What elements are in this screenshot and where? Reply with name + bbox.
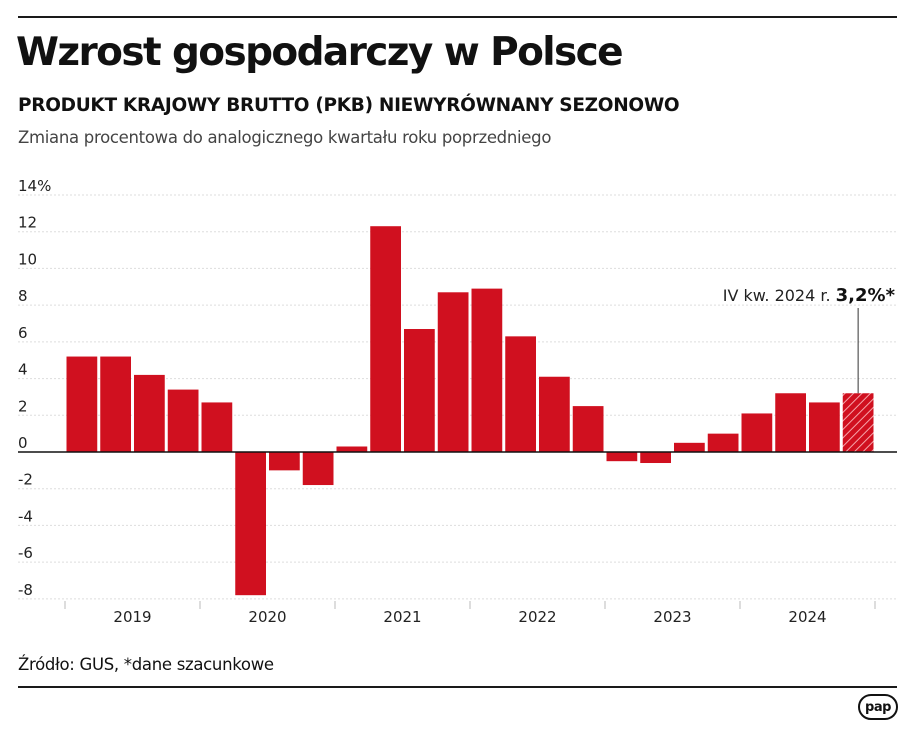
chart-description: Zmiana procentowa do analogicznego kwart… [18, 128, 552, 147]
x-axis-year-labels: 2019 2020 2021 2022 2023 2024 [64, 601, 876, 626]
bar [809, 402, 840, 452]
bar-estimated [842, 393, 874, 452]
bar [66, 356, 98, 452]
bar [674, 442, 705, 452]
x-year-label: 2024 [788, 608, 826, 626]
x-year-label: 2019 [113, 608, 151, 626]
bar [336, 446, 368, 452]
bar [437, 292, 469, 452]
bar [100, 356, 131, 452]
y-tick-label: 2 [18, 397, 28, 415]
annotation: IV kw. 2024 r. 3,2%* [723, 285, 896, 394]
y-tick-label: -8 [18, 581, 33, 599]
x-year-label: 2020 [248, 608, 286, 626]
y-tick-label: -2 [18, 471, 33, 489]
bar [370, 226, 401, 452]
bar [302, 452, 334, 486]
y-tick-label: 6 [18, 324, 28, 342]
bars [66, 226, 874, 596]
bar [167, 389, 199, 452]
bar [201, 402, 233, 452]
y-tick-label: -4 [18, 507, 33, 525]
gdp-bar-chart: 14% 12 10 8 6 4 2 0 -2 -4 -6 -8 2019 2020 2021 2022 202… [18, 177, 897, 626]
bar [539, 376, 570, 452]
chart-subtitle: PRODUKT KRAJOWY BRUTTO (PKB) NIEWYRÓWNAN… [18, 95, 680, 116]
y-tick-label: -6 [18, 544, 33, 562]
source-note: Źródło: GUS, *dane szacunkowe [18, 655, 274, 674]
bar [640, 452, 671, 464]
y-tick-label: 14% [18, 177, 51, 195]
x-year-label: 2022 [518, 608, 556, 626]
bar [471, 288, 503, 452]
y-tick-label: 0 [18, 434, 28, 452]
y-tick-label: 12 [18, 214, 37, 232]
bottom-rule [18, 686, 897, 688]
bar [269, 452, 300, 471]
bar [775, 393, 806, 452]
annotation-text: IV kw. 2024 r. 3,2%* [723, 285, 896, 306]
bar [741, 413, 773, 452]
bar [134, 374, 165, 452]
top-rule [18, 16, 897, 18]
bar [606, 452, 638, 462]
y-tick-label: 4 [18, 361, 28, 379]
bar [707, 433, 739, 452]
pap-logo: pap [858, 694, 898, 720]
x-year-label: 2021 [383, 608, 421, 626]
bar [572, 406, 604, 452]
annotation-label: IV kw. 2024 r. [723, 286, 836, 305]
bar [505, 336, 536, 452]
bar [235, 452, 266, 596]
y-tick-label: 8 [18, 287, 28, 305]
y-axis-tick-labels: 14% 12 10 8 6 4 2 0 -2 -4 -6 -8 [18, 177, 51, 599]
y-tick-label: 10 [18, 250, 37, 268]
bar [404, 329, 435, 452]
chart-title: Wzrost gospodarczy w Polsce [16, 30, 624, 75]
x-year-label: 2023 [653, 608, 691, 626]
annotation-value: 3,2%* [836, 285, 896, 306]
